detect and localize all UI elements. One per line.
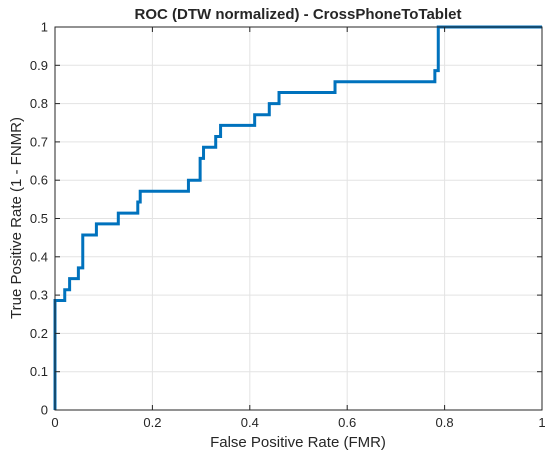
y-tick-label: 0.6 — [30, 173, 48, 188]
x-tick-label: 0.6 — [338, 415, 356, 430]
y-tick-labels: 0 0.1 0.2 0.3 0.4 0.5 0.6 0.7 0.8 0.9 1 — [30, 20, 48, 418]
y-tick-label: 0.1 — [30, 364, 48, 379]
roc-curve-line — [53, 25, 542, 410]
y-axis-label: True Positive Rate (1 - FNMR) — [8, 117, 25, 319]
chart-title: ROC (DTW normalized) - CrossPhoneToTable… — [135, 6, 462, 23]
y-tick-label: 0.3 — [30, 288, 48, 303]
tick-marks — [54, 26, 543, 411]
x-tick-label: 0.4 — [241, 415, 259, 430]
y-tick-label: 0.7 — [30, 134, 48, 149]
x-tick-label: 0.8 — [436, 415, 454, 430]
series-layer — [53, 25, 542, 410]
y-tick-label: 0 — [41, 403, 48, 418]
y-tick-label: 0.2 — [30, 326, 48, 341]
x-axis-label: False Positive Rate (FMR) — [210, 434, 386, 451]
grid-lines — [54, 26, 543, 411]
y-tick-label: 0.9 — [30, 58, 48, 73]
y-tick-label: 0.4 — [30, 249, 48, 264]
y-tick-label: 0.8 — [30, 96, 48, 111]
x-tick-label: 0 — [51, 415, 58, 430]
x-tick-label: 0.2 — [143, 415, 161, 430]
y-tick-label: 0.5 — [30, 211, 48, 226]
x-tick-labels: 0 0.2 0.4 0.6 0.8 1 — [51, 415, 545, 430]
x-tick-label: 1 — [538, 415, 545, 430]
y-tick-label: 1 — [41, 20, 48, 35]
